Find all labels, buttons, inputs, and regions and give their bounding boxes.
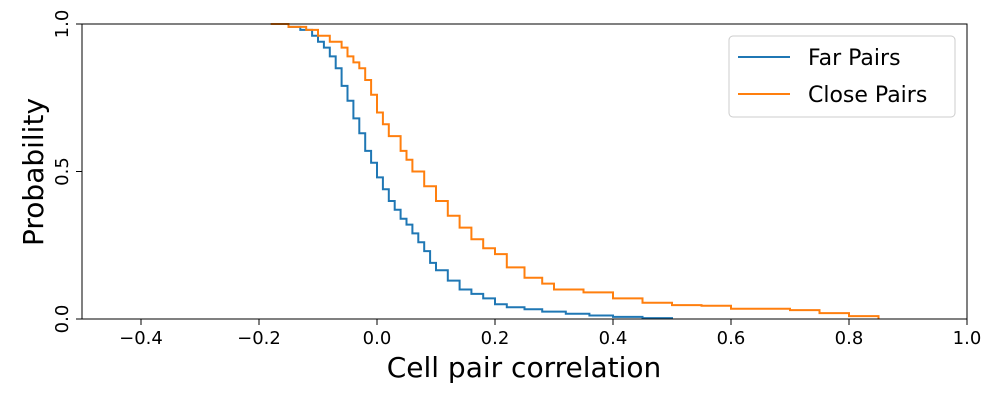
legend-label-close-pairs: Close Pairs [808,83,927,108]
legend-label-far-pairs: Far Pairs [808,46,901,71]
series-line-far-pairs [270,23,673,320]
x-tick-label: −0.4 [119,328,163,349]
x-tick-label: 0.0 [363,328,392,349]
x-tick-label: 0.2 [481,328,510,349]
x-tick-label: 0.4 [599,328,628,349]
x-tick-label: 0.8 [835,328,864,349]
series-layer [270,23,880,320]
y-tick-label: 0.0 [52,305,73,334]
series-line-close-pairs [270,23,880,319]
y-tick-label: 1.0 [52,10,73,39]
y-tick-label: 0.5 [52,157,73,186]
x-axis-title: Cell pair correlation [387,351,662,384]
x-tick-label: −0.2 [237,328,281,349]
y-axis-title: Probability [17,98,50,246]
y-axis-ticks: 0.0 0.5 1.0 [52,10,82,334]
x-tick-label: 1.0 [953,328,982,349]
legend: Far Pairs Close Pairs [728,35,956,118]
x-axis-ticks: −0.4 −0.2 0.0 0.2 0.4 0.6 0.8 1.0 [119,319,981,349]
x-tick-label: 0.6 [717,328,746,349]
